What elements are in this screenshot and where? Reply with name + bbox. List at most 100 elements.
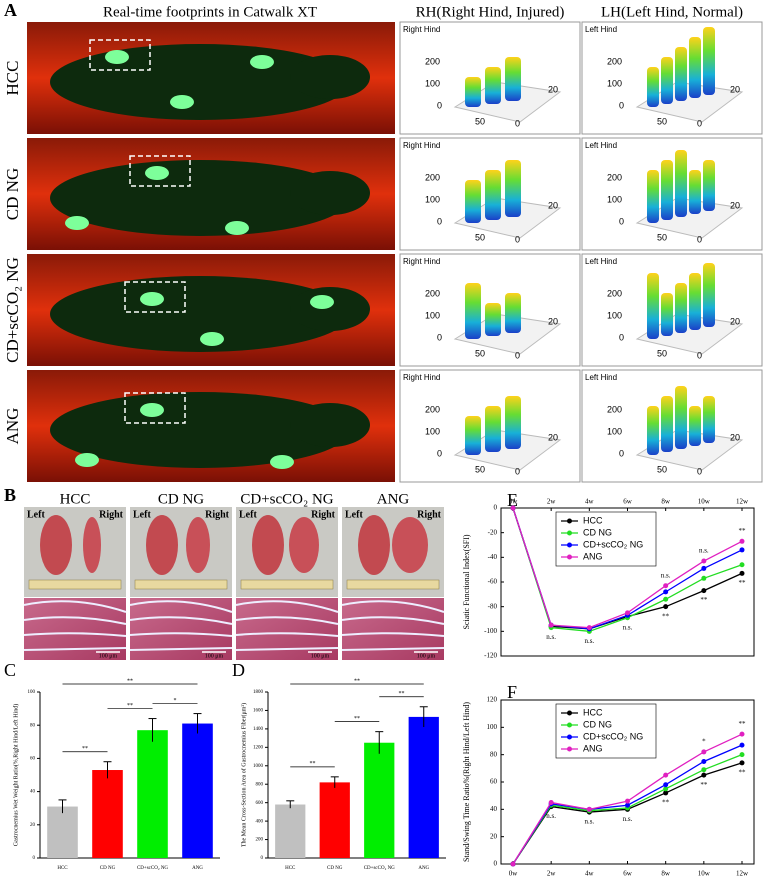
pressure-peak [465, 180, 481, 223]
pressure-peak [689, 406, 701, 446]
y-tick-label: -120 [484, 652, 497, 660]
data-point [663, 790, 669, 796]
data-point [701, 588, 707, 594]
pressure-peak [703, 396, 715, 443]
data-point [701, 772, 707, 778]
bar [364, 742, 395, 858]
surface-tick: 100 [607, 310, 622, 320]
legend-label: CD+scCO₂ NG [583, 731, 643, 741]
data-point [663, 604, 669, 610]
significance-label: n.s. [584, 818, 594, 826]
bar [92, 770, 123, 858]
fiber-gap [235, 616, 339, 625]
significance-label: ** [399, 691, 405, 697]
y-tick-label: 1400 [253, 727, 264, 732]
ruler [28, 579, 122, 590]
surface-tick: 0 [697, 234, 702, 244]
legend-label: CD NG [583, 527, 612, 537]
surface-tick: 200 [607, 404, 622, 414]
surface-tick: 0 [619, 216, 624, 226]
surface-tick: 50 [657, 348, 667, 358]
legend-label: CD+scCO₂ NG [583, 539, 643, 549]
surface-tick: 50 [475, 232, 485, 242]
surface-tick: 50 [475, 348, 485, 358]
significance-label: ** [739, 768, 747, 776]
data-point [548, 622, 554, 628]
group-label: ANG [377, 491, 410, 507]
y-tick-label: 0 [33, 856, 36, 861]
surface-tick: 0 [437, 100, 442, 110]
side-label: Right [417, 509, 442, 520]
data-point [663, 589, 669, 595]
x-tick-label: CD NG [327, 866, 343, 871]
y-axis-label: Stand/Swing Time Ratio%(Right Hind/Left … [462, 702, 471, 862]
side-label: Right [205, 509, 230, 520]
y-axis-label: Gastrocnemius Wet Weight Ratio(%,Right H… [12, 704, 19, 846]
rat-head [290, 171, 370, 215]
rat-body [50, 276, 350, 352]
pressure-peak [675, 386, 687, 449]
y-tick-label: 1200 [253, 745, 264, 750]
y-axis-label: The Mean Cross-Section Area of Gastrocne… [240, 703, 247, 847]
bar [275, 804, 306, 858]
legend-label: HCC [583, 515, 603, 525]
y-tick-label: 1600 [253, 709, 264, 714]
x-tick-label: 10w [698, 870, 711, 878]
x-tick-label: 4w [585, 498, 595, 506]
footprint [105, 50, 129, 64]
surface-tick: 200 [607, 56, 622, 66]
footprint [140, 292, 164, 306]
rat-body [50, 44, 350, 120]
y-tick-label: -80 [488, 602, 498, 610]
pressure-peak [647, 406, 659, 455]
side-label: Left [239, 509, 257, 520]
surface-tick: 20 [730, 432, 740, 442]
panel-letter: D [232, 660, 245, 680]
group-label: CD NG [158, 491, 204, 507]
muscle-right [289, 517, 319, 573]
panel-letter: A [4, 0, 17, 20]
significance-label: n.s. [623, 815, 633, 823]
pressure-peak [675, 47, 687, 101]
pressure-peak [465, 416, 481, 455]
plot-label: Left Hind [585, 25, 617, 34]
footprint [140, 403, 164, 417]
surface-tick: 200 [607, 288, 622, 298]
column-header: RH(Right Hind, Injured) [416, 4, 565, 20]
y-tick-label: 60 [490, 778, 498, 786]
pressure-peak [465, 283, 481, 339]
panel-title: Real-time footprints in Catwalk XT [103, 4, 317, 20]
footprint [170, 95, 194, 109]
surface-tick: 0 [619, 332, 624, 342]
fiber-gap [235, 600, 339, 613]
footprint [75, 453, 99, 467]
surface-tick: 0 [437, 332, 442, 342]
muscle-left [358, 515, 390, 575]
pressure-peak [703, 160, 715, 211]
plot-label: Right Hind [403, 257, 440, 266]
legend-marker [567, 542, 572, 548]
group-label: CD+scCO₂ NG [240, 491, 333, 507]
x-tick-label: 12w [736, 870, 749, 878]
pressure-peak [485, 406, 501, 452]
pressure-peak [689, 170, 701, 214]
y-tick-label: 200 [256, 838, 264, 843]
surface-tick: 20 [730, 316, 740, 326]
data-point [663, 782, 669, 788]
y-tick-label: -20 [488, 528, 498, 536]
legend-label: HCC [583, 707, 603, 717]
panel-letter: C [4, 660, 16, 680]
ruler [240, 579, 334, 590]
x-tick-label: CD+scCO₂ NG [137, 866, 168, 871]
muscle-left [146, 515, 178, 575]
surface-tick: 200 [425, 288, 440, 298]
surface-tick: 100 [425, 194, 440, 204]
data-point [625, 798, 630, 804]
side-label: Left [27, 509, 45, 520]
muscle-left [40, 515, 72, 575]
legend-marker [567, 530, 572, 536]
significance-label: ** [354, 678, 360, 684]
plot-floor [453, 429, 562, 471]
scale-label: 100 μm [311, 653, 330, 659]
